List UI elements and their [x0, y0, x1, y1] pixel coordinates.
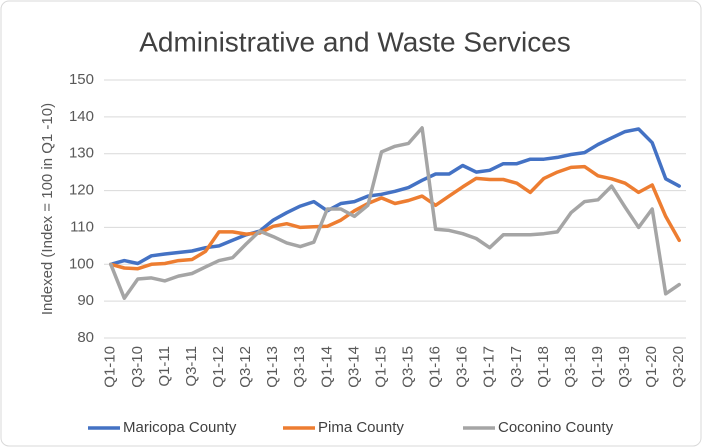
x-tick-label: Q1-18: [535, 346, 552, 388]
x-tick-label: Q1-20: [643, 346, 660, 388]
x-tick-label: Q3-19: [616, 346, 633, 388]
series-line: [109, 126, 681, 300]
y-tick-label: 130: [69, 145, 94, 162]
x-tick-label: Q1-11: [156, 346, 173, 387]
legend-label: Pima County: [318, 419, 404, 436]
x-tick-label: Q3-15: [400, 346, 417, 388]
x-tick-label: Q1-15: [372, 346, 389, 388]
x-tick-label: Q1-13: [264, 346, 281, 388]
x-tick-label: Q3-10: [129, 346, 146, 388]
y-tick-label: 100: [69, 255, 94, 272]
y-tick-label: 140: [69, 108, 94, 125]
legend-label: Coconino County: [498, 419, 614, 436]
x-tick-label: Q1-17: [481, 346, 498, 388]
y-axis-label: Indexed (Index = 100 in Q1 -10): [39, 103, 56, 315]
series-line: [109, 127, 681, 267]
y-tick-label: 120: [69, 182, 94, 199]
x-tick-label: Q1-10: [102, 346, 119, 388]
x-tick-label: Q3-17: [508, 346, 525, 388]
x-tick-label: Q3-20: [670, 346, 687, 388]
legend-label: Maricopa County: [123, 419, 237, 436]
x-tick-label: Q3-18: [562, 346, 579, 388]
y-tick-label: 80: [77, 329, 94, 346]
x-tick-label: Q1-14: [318, 346, 335, 388]
x-tick-label: Q1-12: [210, 346, 227, 388]
series-line: [109, 164, 681, 271]
y-tick-label: 110: [70, 218, 94, 235]
x-tick-label: Q1-16: [427, 346, 444, 388]
x-tick-label: Q3-13: [291, 346, 308, 388]
y-tick-label: 150: [69, 71, 94, 88]
chart-title: Administrative and Waste Services: [139, 26, 571, 57]
x-tick-label: Q3-11: [183, 346, 200, 387]
y-tick-label: 90: [77, 292, 94, 309]
x-tick-label: Q1-19: [589, 346, 606, 388]
x-tick-label: Q3-14: [345, 346, 362, 388]
x-tick-label: Q3-12: [237, 346, 254, 388]
x-tick-label: Q3-16: [454, 346, 471, 388]
